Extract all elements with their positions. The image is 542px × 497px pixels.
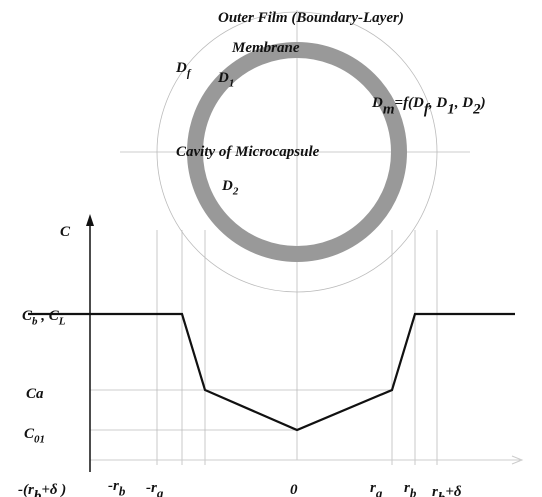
membrane [187, 42, 407, 262]
label: -rb [108, 478, 126, 497]
y-arrow [86, 214, 94, 226]
label-part: b [410, 486, 417, 497]
label-part: C [60, 224, 71, 240]
label-part: Ca [26, 386, 44, 402]
label-part: r [370, 480, 376, 496]
label-part: m [383, 101, 395, 117]
label: D1 [217, 70, 234, 90]
label-part: , D [428, 95, 448, 111]
label: Dm=f(Df, D1, D2) [371, 95, 486, 117]
label-part: D [221, 178, 233, 194]
label-part: C [22, 308, 33, 324]
label-part: 1 [229, 78, 235, 90]
label-part: =f(D [395, 95, 425, 111]
label: -ra [146, 480, 164, 497]
label-part: b [438, 490, 446, 497]
outer-film [156, 11, 438, 293]
label-part: a [157, 485, 164, 497]
label: D2 [221, 178, 239, 198]
label-part: -r [146, 480, 157, 496]
label-part: r [432, 484, 438, 497]
x-arrow [511, 455, 524, 465]
label-part: f [187, 68, 192, 80]
label-part: C [24, 426, 35, 442]
label: C01 [24, 426, 45, 446]
label-part: 01 [34, 434, 45, 446]
guide-lines [90, 230, 438, 465]
label: Cb , CL [22, 308, 66, 328]
label-part: 0 [290, 482, 298, 497]
label-part: 2 [232, 186, 239, 198]
label-part: , C [38, 308, 60, 324]
label-part: 2 [472, 101, 481, 117]
label: Membrane [231, 40, 300, 56]
label-part: b [34, 488, 42, 497]
label-part: a [376, 486, 383, 497]
label-part: ) [479, 95, 486, 111]
label-part: D [217, 70, 229, 86]
label: rb+δ [432, 484, 462, 497]
label-part: f [424, 101, 431, 117]
label-part: D [371, 95, 383, 111]
label-part: Cavity of Microcapsule [176, 144, 320, 160]
label-part: -r [108, 478, 119, 494]
label: ra [370, 480, 383, 497]
label-part: r [404, 480, 410, 496]
label: 0 [290, 482, 298, 497]
label-part: +δ [445, 484, 462, 497]
label: C [60, 224, 71, 240]
label-part: Membrane [231, 40, 300, 56]
concentration-profile [28, 312, 515, 432]
label-part: -(r [18, 482, 34, 497]
label: rb [404, 480, 417, 497]
label: -(rb+δ ) [18, 482, 66, 497]
label-part: b [32, 316, 38, 328]
label-part: L [58, 316, 66, 328]
label-part: 1 [447, 101, 455, 117]
label: Cavity of Microcapsule [176, 144, 320, 160]
label: Ca [26, 386, 44, 402]
label-part: D [175, 60, 187, 76]
label-part: Outer Film (Boundary-Layer) [218, 10, 404, 26]
label: Df [175, 60, 192, 80]
label-part: +δ ) [41, 482, 66, 497]
label-part: , D [454, 95, 474, 111]
label: Outer Film (Boundary-Layer) [218, 10, 404, 26]
label-part: b [119, 483, 126, 497]
